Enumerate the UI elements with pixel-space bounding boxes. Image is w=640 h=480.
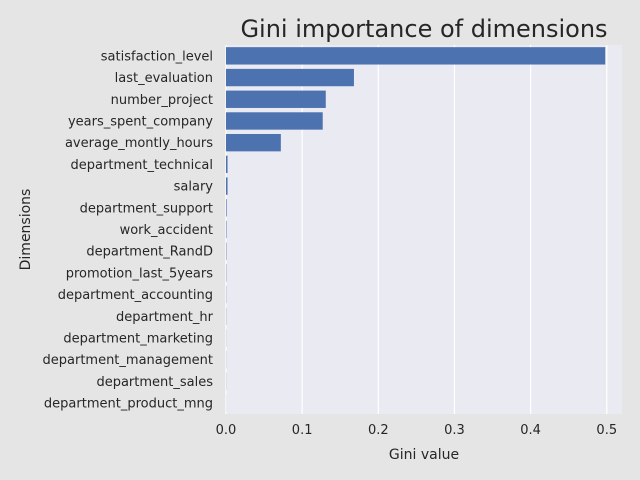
bar-years-spent-company	[226, 112, 323, 130]
y-tick-label: department_management	[43, 353, 214, 368]
y-tick-label: department_product_mng	[44, 397, 213, 412]
y-tick-label: department_support	[80, 201, 213, 216]
y-tick-label: years_spent_company	[68, 114, 213, 129]
y-tick-label: work_accident	[120, 223, 213, 238]
y-tick-label: average_montly_hours	[65, 136, 213, 151]
bar-department-support	[226, 199, 227, 217]
bar-department-technical	[226, 155, 228, 174]
x-tick-label: 0.5	[596, 423, 617, 438]
bar-average-montly-hours	[226, 133, 281, 152]
x-tick-labels: 0.0 0.1 0.2 0.3 0.4 0.5	[216, 423, 617, 438]
y-tick-label: department_technical	[71, 158, 213, 173]
y-tick-label: department_marketing	[63, 332, 213, 347]
x-tick-label: 0.3	[444, 423, 465, 438]
chart-title: Gini importance of dimensions	[240, 15, 607, 43]
bar-last-evaluation	[226, 68, 354, 87]
y-tick-label: department_hr	[116, 310, 214, 325]
y-tick-label: department_sales	[96, 375, 213, 390]
bar-satisfaction-level	[226, 47, 606, 65]
y-tick-label: promotion_last_5years	[66, 266, 214, 281]
y-tick-label: salary	[174, 180, 214, 195]
y-tick-label: department_accounting	[58, 288, 213, 303]
y-axis-label: Dimensions	[18, 189, 34, 271]
bar-salary	[226, 177, 228, 195]
y-tick-label: department_RandD	[86, 245, 213, 260]
x-tick-label: 0.0	[216, 423, 237, 438]
y-tick-label: satisfaction_level	[101, 49, 213, 64]
bars	[226, 47, 606, 412]
y-tick-labels: satisfaction_level last_evaluation number_…	[43, 49, 214, 411]
y-tick-label: last_evaluation	[115, 71, 213, 86]
x-axis-label: Gini value	[389, 447, 459, 463]
x-tick-label: 0.1	[292, 423, 313, 438]
x-tick-label: 0.2	[368, 423, 389, 438]
x-tick-label: 0.4	[520, 423, 541, 438]
bar-number-project	[226, 90, 326, 108]
y-tick-label: number_project	[111, 93, 213, 108]
